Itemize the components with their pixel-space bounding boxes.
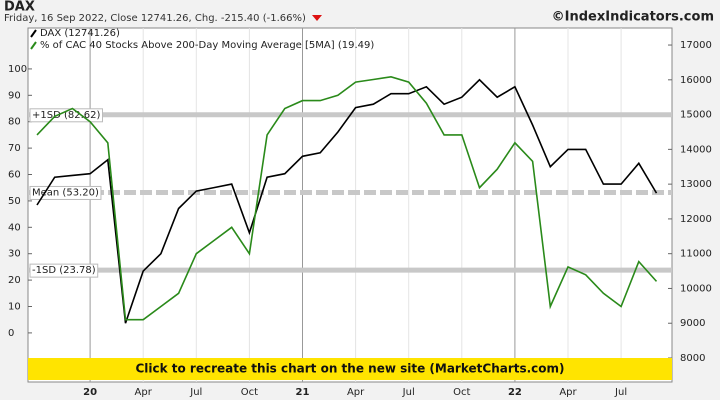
y2-tick-label: 13000 bbox=[680, 179, 712, 190]
x-tick-label: 20 bbox=[83, 387, 97, 398]
y-tick-label: 50 bbox=[8, 196, 21, 207]
y2-tick-label: 12000 bbox=[680, 214, 712, 225]
x-tick-label: Jul bbox=[402, 387, 415, 398]
reference-label: Mean (53.20) bbox=[32, 187, 99, 198]
banner-link[interactable]: Click to recreate this chart on the new … bbox=[135, 362, 564, 376]
y2-tick-label: 11000 bbox=[680, 249, 712, 260]
y-tick-label: 30 bbox=[8, 249, 21, 260]
x-tick-label: Jul bbox=[614, 387, 627, 398]
x-tick-label: Apr bbox=[347, 387, 365, 398]
series-line bbox=[36, 75, 658, 321]
y-tick-label: 60 bbox=[8, 170, 21, 181]
chart-subtitle: Friday, 16 Sep 2022, Close 12741.26, Chg… bbox=[4, 13, 306, 24]
y-tick-label: 90 bbox=[8, 90, 21, 101]
y2-tick-label: 15000 bbox=[680, 110, 712, 121]
legend-swatch bbox=[30, 41, 37, 50]
source: ©IndexIndicators.com bbox=[552, 10, 714, 25]
banner-bg[interactable] bbox=[28, 358, 672, 380]
x-tick-label: Jul bbox=[189, 387, 202, 398]
y2-tick-label: 16000 bbox=[680, 75, 712, 86]
reference-label-bg bbox=[29, 263, 99, 278]
y-tick-label: 10 bbox=[8, 302, 21, 313]
reference-label: -1SD (23.78) bbox=[32, 265, 96, 276]
x-tick-label: Oct bbox=[453, 387, 470, 398]
y2-tick-label: 14000 bbox=[680, 144, 712, 155]
reference-label: +1SD (82.62) bbox=[32, 110, 100, 121]
down-arrow bbox=[312, 15, 322, 21]
y-tick-label: 100 bbox=[8, 64, 27, 75]
plot-area bbox=[27, 27, 673, 383]
x-tick-label: Apr bbox=[559, 387, 577, 398]
legend-swatch bbox=[30, 29, 37, 38]
y2-tick-label: 17000 bbox=[680, 40, 712, 51]
x-tick-label: 21 bbox=[296, 387, 310, 398]
chart-title: DAX bbox=[4, 0, 35, 15]
y2-tick-label: 9000 bbox=[680, 318, 705, 329]
x-tick-label: 22 bbox=[508, 387, 522, 398]
y-tick-label: 80 bbox=[8, 117, 21, 128]
y2-tick-label: 8000 bbox=[680, 353, 705, 364]
y-tick-label: 0 bbox=[8, 328, 14, 339]
legend-label: DAX (12741.26) bbox=[40, 28, 120, 39]
reference-label-bg bbox=[29, 185, 102, 200]
reference-label-bg bbox=[29, 108, 103, 123]
x-tick-label: Oct bbox=[241, 387, 258, 398]
y2-tick-label: 10000 bbox=[680, 283, 712, 294]
y-tick-label: 40 bbox=[8, 222, 21, 233]
legend-label: % of CAC 40 Stocks Above 200-Day Moving … bbox=[40, 40, 374, 51]
y-tick-label: 20 bbox=[8, 275, 21, 286]
layer: 0 10 20 30 40 50 60 70 80 90 100 8000 9000 10000 11000… bbox=[8, 28, 712, 398]
y-tick-label: 70 bbox=[8, 143, 21, 154]
series-line bbox=[36, 78, 658, 324]
x-tick-label: Apr bbox=[135, 387, 153, 398]
